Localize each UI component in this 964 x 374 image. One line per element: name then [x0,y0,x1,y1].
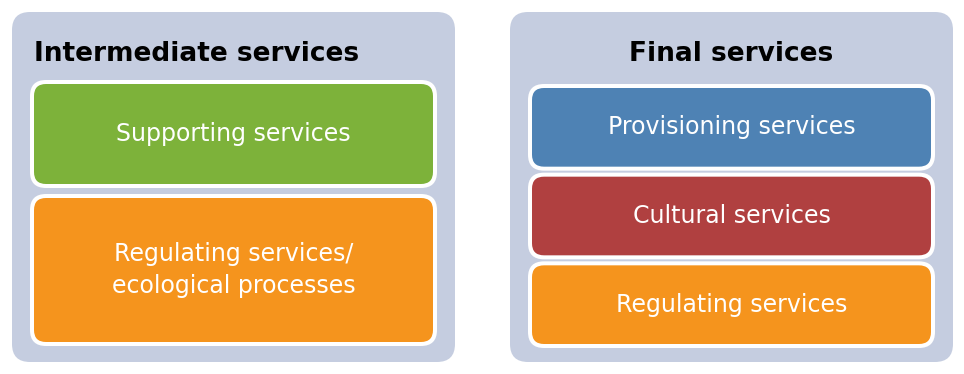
Text: Supporting services: Supporting services [117,122,351,146]
Text: Cultural services: Cultural services [632,204,830,228]
Text: Intermediate services: Intermediate services [34,41,360,67]
FancyBboxPatch shape [12,12,455,362]
Text: Regulating services/
ecological processes: Regulating services/ ecological processe… [112,242,356,298]
FancyBboxPatch shape [34,84,433,184]
FancyBboxPatch shape [528,173,935,259]
FancyBboxPatch shape [34,198,433,342]
FancyBboxPatch shape [532,177,931,255]
FancyBboxPatch shape [532,265,931,344]
Text: Provisioning services: Provisioning services [607,115,855,140]
Text: Final services: Final services [629,41,834,67]
FancyBboxPatch shape [30,194,437,346]
Text: Regulating services: Regulating services [616,293,847,317]
FancyBboxPatch shape [528,261,935,348]
FancyBboxPatch shape [30,80,437,188]
FancyBboxPatch shape [510,12,953,362]
FancyBboxPatch shape [532,88,931,167]
FancyBboxPatch shape [528,84,935,171]
